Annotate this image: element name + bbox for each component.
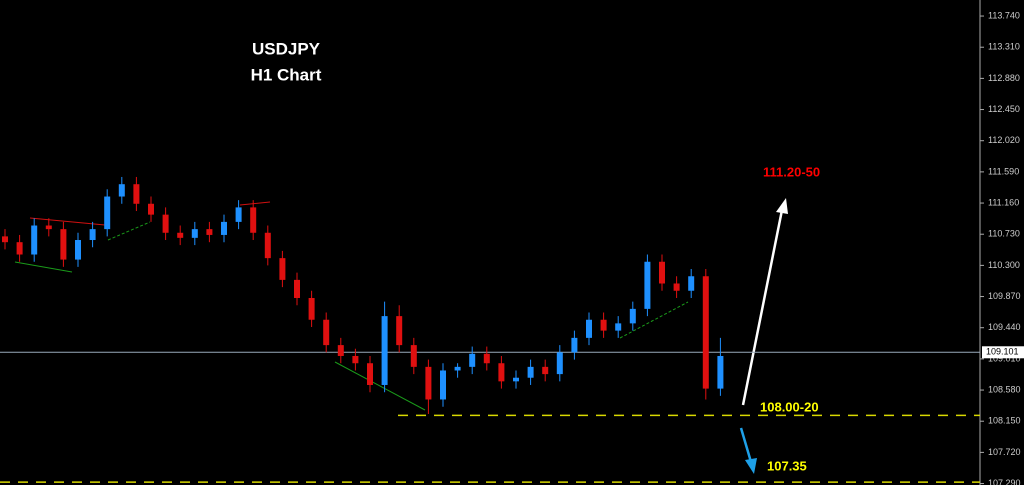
candle-body [89, 229, 96, 241]
candle-body [367, 363, 373, 385]
current-price-label: 109.101 [986, 347, 1019, 357]
candle-body [542, 366, 549, 375]
candle-body [2, 236, 8, 243]
y-tick-label: 108.150 [988, 416, 1021, 426]
candle-body [206, 229, 213, 235]
y-tick-label: 110.300 [988, 260, 1020, 270]
annotation: 108.00-20 [760, 399, 819, 414]
y-tick-label: 109.440 [988, 322, 1021, 332]
candle-body [527, 366, 534, 378]
arrow [739, 427, 753, 463]
chart-title: USDJPY [252, 39, 321, 58]
chart-subtitle: H1 Chart [251, 65, 322, 84]
candle-body [513, 377, 519, 382]
candle-body [60, 229, 67, 260]
y-tick-label: 112.880 [988, 73, 1020, 83]
candle-body [410, 345, 417, 367]
candle-body [337, 345, 344, 356]
candle-body [425, 366, 432, 400]
candle-body [483, 353, 490, 364]
annotation: 111.20-50 [763, 164, 820, 179]
y-tick-label: 113.310 [988, 42, 1020, 52]
candle-body [469, 353, 476, 367]
candle-body [133, 184, 140, 204]
candle-body [571, 337, 578, 353]
price-tag [982, 346, 1024, 359]
candle-body [673, 283, 680, 291]
candle-body [75, 240, 81, 260]
candle-body [250, 207, 257, 233]
candle-body [221, 221, 227, 235]
candle-body [323, 319, 330, 346]
y-tick-label: 110.730 [988, 229, 1020, 239]
candle-body [381, 316, 388, 385]
candle-body [600, 319, 607, 331]
candle-body [586, 319, 592, 338]
candle-body [177, 232, 184, 238]
candle-body [440, 370, 446, 400]
y-tick-label: 112.020 [988, 135, 1020, 145]
candle-body [702, 276, 709, 389]
candle-body [454, 366, 461, 371]
y-tick-label: 112.450 [988, 104, 1020, 114]
candle-body [396, 316, 403, 346]
candle-body [16, 242, 23, 255]
candle-body [308, 297, 315, 320]
trendline [29, 217, 106, 226]
candle-body [235, 207, 242, 222]
trendline [334, 361, 426, 411]
candle-body [294, 279, 300, 298]
candle-body [45, 225, 52, 230]
candle-body [31, 225, 38, 255]
trendline [107, 221, 151, 241]
candle-body [118, 184, 125, 197]
y-tick-label: 108.580 [988, 384, 1021, 394]
y-tick-label: 109.870 [988, 291, 1021, 301]
candle-body [644, 261, 651, 309]
annotation: 107.35 [767, 458, 807, 473]
candle-body [688, 276, 695, 291]
candle-body [352, 355, 359, 364]
candle-body [498, 363, 505, 382]
arrow-head [776, 198, 788, 214]
candle-body [615, 323, 622, 331]
candle-body [659, 261, 665, 284]
y-tick-label: 113.740 [988, 10, 1020, 20]
trendline [239, 201, 271, 206]
candle-body [148, 203, 154, 215]
candle-body [264, 232, 271, 259]
candle-body [104, 196, 111, 230]
y-tick-label: 111.590 [988, 166, 1019, 176]
arrow [741, 209, 784, 406]
y-tick-label: 111.160 [988, 197, 1019, 207]
candle-body [279, 258, 286, 280]
candle-body [629, 308, 636, 324]
candle-body [717, 355, 724, 389]
candle-body [556, 352, 563, 375]
arrow-head [745, 458, 757, 474]
y-tick-label: 107.290 [988, 478, 1021, 485]
trendline [14, 261, 73, 273]
trendline [619, 301, 689, 339]
candle-body [191, 229, 198, 238]
y-tick-label: 107.720 [988, 447, 1021, 457]
candle-body [162, 214, 169, 233]
